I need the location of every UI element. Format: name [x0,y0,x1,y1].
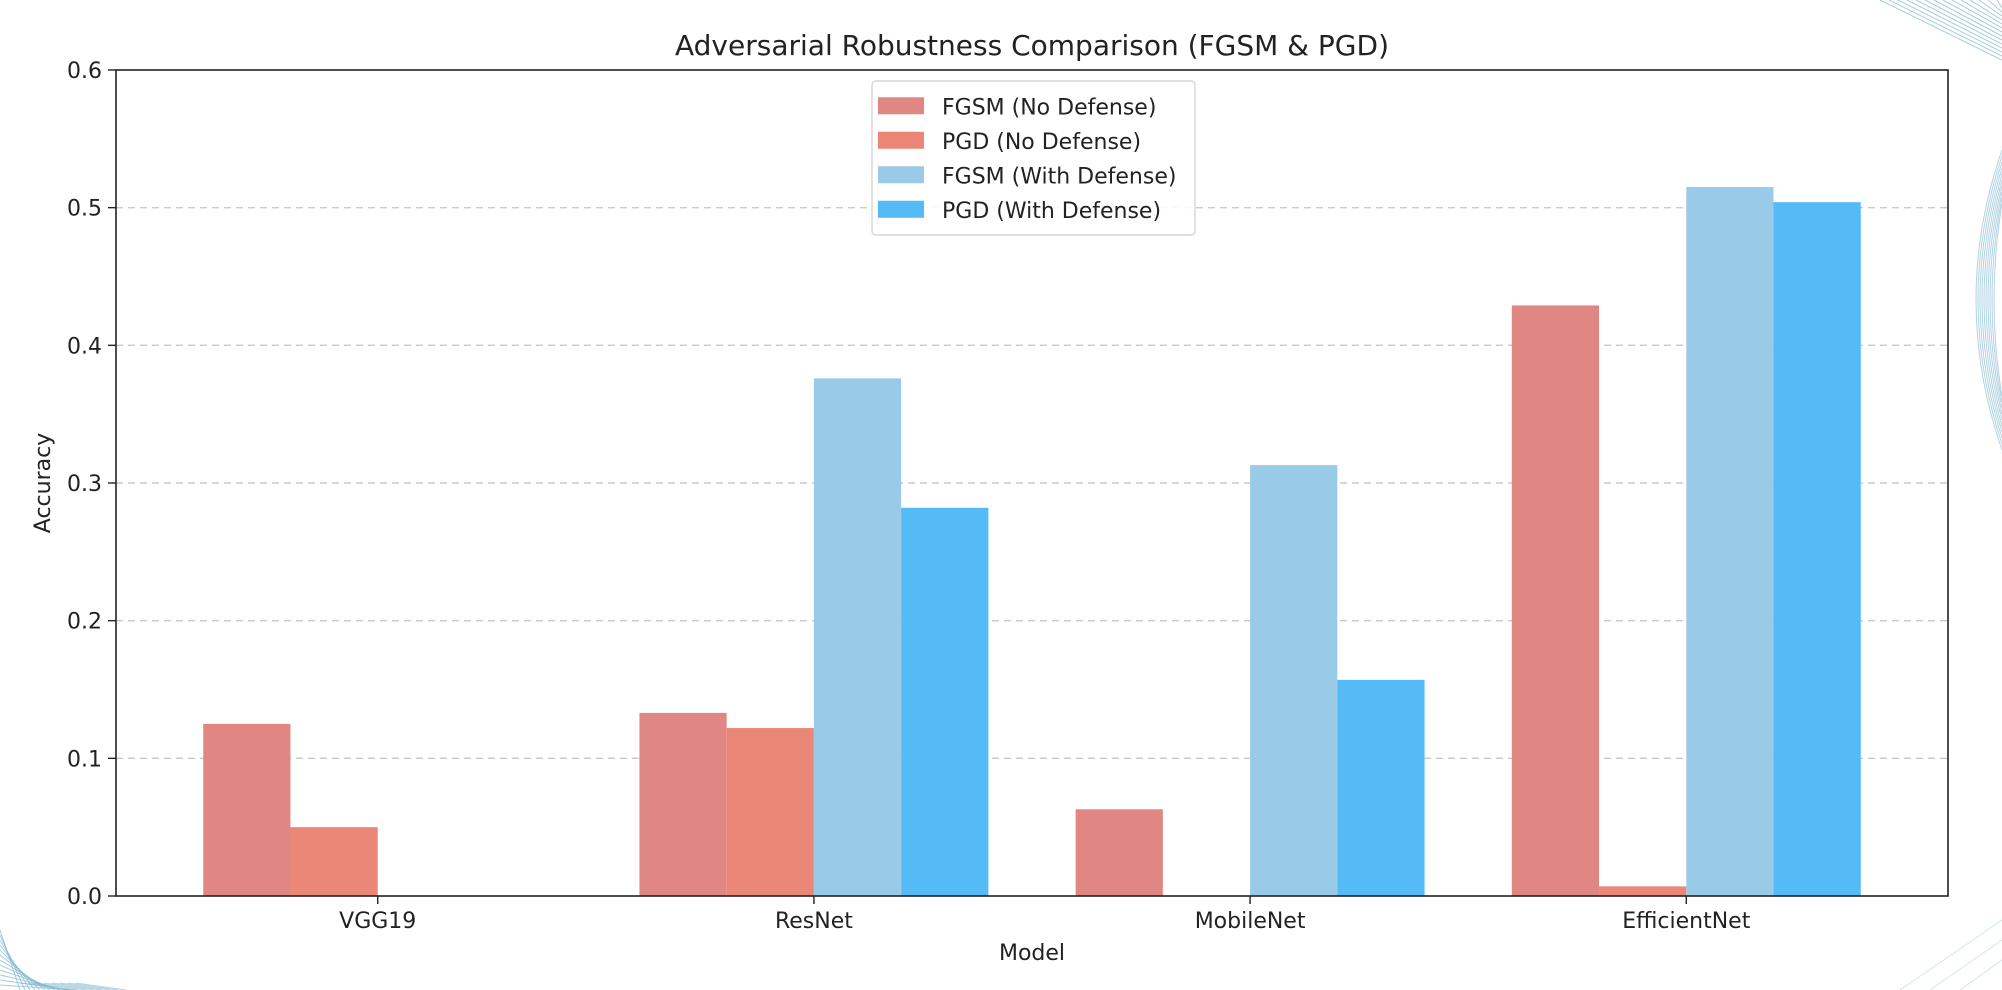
decoration-line [1987,0,2002,13]
legend-label: FGSM (No Defense) [942,95,1156,120]
bar-fgsm-with-defense-resnet [813,378,902,897]
decoration-line [1942,0,2002,33]
bar-pgd-no-defense-vgg19 [290,827,378,896]
decoration-line [1915,0,2002,45]
decoration-arc [1983,173,2002,427]
bar-fgsm-with-defense-efficientnet [1686,187,1774,896]
y-tick-label: 0.1 [67,747,102,772]
y-tick-label: 0.5 [67,197,102,222]
bar-pgd-no-defense-resnet [726,728,814,896]
decoration-line [1879,0,2002,61]
decoration-line [1924,0,2002,41]
x-tick-label: EfficientNet [1622,909,1750,934]
y-axis-label: Accuracy [31,433,56,533]
legend-swatch [878,166,924,184]
bar-fgsm-with-defense-mobilenet [1250,465,1338,896]
legend-swatch [878,97,924,115]
decoration-line [1978,0,2002,17]
decoration-line [35,982,87,990]
decoration-line [1969,0,2002,21]
decoration-arc [1991,197,2002,403]
legend-box [871,80,1196,236]
decoration-line [1888,0,2002,57]
decoration-line [1897,0,2002,53]
bar-fgsm-no-defense-vgg19 [203,723,291,896]
x-tick-label: MobileNet [1195,909,1306,934]
bar-fgsm-no-defense-mobilenet [1075,809,1163,896]
decoration-line [1996,0,2002,9]
decoration-arc [1989,191,2002,409]
x-axis-ticks: VGG19 ResNet MobileNet EfficientNet [339,896,1751,934]
bar-pgd-with-defense-resnet [901,507,989,896]
decoration-line [1951,0,2002,29]
legend-label: PGD (No Defense) [942,130,1141,155]
bar-fgsm-no-defense-efficientnet [1511,305,1600,896]
decoration-line [59,982,111,990]
decoration-line [1899,919,2002,990]
bars [203,187,1861,897]
legend-swatch [878,200,924,218]
y-axis-ticks: 0.0 0.1 0.2 0.3 0.4 0.5 0.6 [67,59,116,910]
x-axis-label: Model [999,941,1065,966]
chart-title: Adversarial Robustness Comparison (FGSM … [675,29,1389,62]
decoration-arc [1979,161,2002,439]
decoration-line [1959,959,2002,990]
x-tick-label: ResNet [775,909,853,934]
bar-pgd-with-defense-efficientnet [1773,202,1861,896]
decoration-arc [1993,203,2002,397]
y-tick-label: 0.2 [67,610,102,635]
legend-swatch [878,131,924,149]
decoration-arc [1987,185,2002,415]
legend-label: FGSM (With Defense) [942,164,1176,189]
bar-pgd-with-defense-mobilenet [1337,679,1425,896]
decoration-line [27,982,79,990]
decoration-line [51,982,103,990]
decoration-line [75,982,127,990]
decoration-line [1929,939,2002,990]
decoration-line [67,982,119,990]
y-tick-label: 0.3 [67,472,102,497]
x-tick-label: VGG19 [339,909,416,934]
legend-label: PGD (With Defense) [942,199,1161,224]
decoration-line [1960,0,2002,25]
decoration-arc [1981,167,2002,433]
bar-fgsm-no-defense-resnet [639,712,727,896]
decoration-arc [1977,155,2002,445]
decoration-arc [1985,179,2002,421]
decoration-line [1906,0,2002,49]
decoration-line [1933,0,2002,37]
y-tick-label: 0.0 [67,885,102,910]
decoration-line [19,982,71,990]
y-tick-label: 0.6 [67,59,102,84]
legend: FGSM (No Defense) PGD (No Defense) FGSM (W… [871,80,1196,236]
decoration-arc [1975,149,2002,451]
grid-lines [116,206,1948,760]
y-tick-label: 0.4 [67,334,102,359]
bar-pgd-no-defense-efficientnet [1599,886,1687,896]
decoration-line [43,982,95,990]
